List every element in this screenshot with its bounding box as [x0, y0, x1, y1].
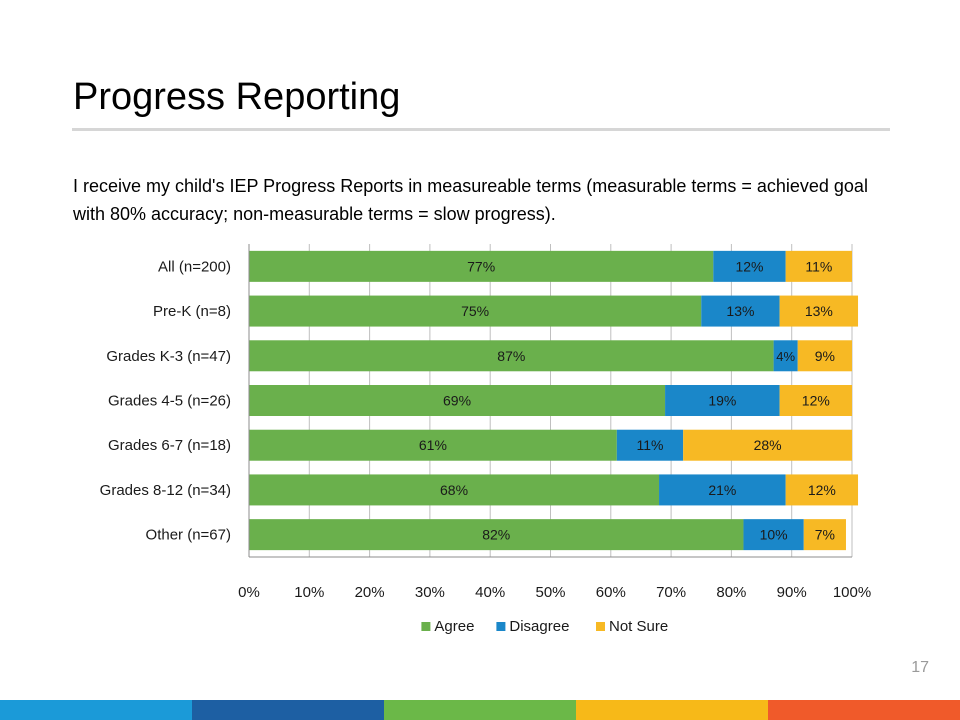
data-label: 11%	[637, 437, 664, 453]
data-label: 9%	[815, 348, 835, 364]
data-label: 82%	[482, 527, 510, 543]
bar-not-sure-2	[797, 340, 852, 372]
data-label: 68%	[440, 482, 468, 498]
data-label: 12%	[808, 482, 836, 498]
bar-not-sure-3	[779, 385, 852, 416]
bar-disagree-0	[713, 250, 786, 282]
legend-label: Not Sure	[609, 618, 668, 635]
data-label: 75%	[461, 303, 489, 319]
footer-segment-2	[384, 700, 576, 720]
x-tick-label: 90%	[777, 584, 807, 601]
category-label: Other (n=67)	[146, 527, 231, 544]
x-tick-label: 30%	[415, 584, 445, 601]
bar-not-sure-4	[683, 429, 852, 461]
footer-segment-0	[0, 700, 192, 720]
data-label: 28%	[754, 437, 782, 453]
category-label: Grades 8-12 (n=34)	[100, 482, 231, 499]
bar-not-sure-1	[779, 295, 859, 327]
legend-label: Disagree	[509, 618, 569, 635]
bar-not-sure-6	[803, 519, 846, 551]
x-tick-label: 10%	[294, 584, 324, 601]
data-label: 12%	[735, 258, 763, 274]
category-label: Pre-K (n=8)	[153, 303, 231, 320]
data-label: 61%	[419, 437, 447, 453]
data-label: 10%	[760, 527, 788, 543]
data-label: 19%	[708, 393, 736, 409]
title-divider	[72, 128, 890, 131]
x-tick-label: 60%	[596, 584, 626, 601]
data-label: 69%	[443, 393, 471, 409]
footer-segment-1	[192, 700, 384, 720]
data-label: 21%	[708, 482, 736, 498]
legend-swatch-0	[421, 622, 431, 631]
bar-agree-0	[249, 250, 714, 282]
bar-not-sure-5	[785, 474, 859, 506]
bar-disagree-6	[743, 519, 804, 551]
bar-agree-3	[249, 385, 666, 416]
category-label: All (n=200)	[158, 258, 231, 275]
x-tick-label: 0%	[238, 584, 260, 601]
footer-segment-3	[576, 700, 768, 720]
bar-agree-1	[249, 295, 702, 327]
x-tick-label: 20%	[355, 584, 385, 601]
bar-disagree-3	[665, 385, 780, 416]
bar-agree-6	[249, 519, 744, 551]
x-tick-label: 70%	[656, 584, 686, 601]
legend-swatch-1	[496, 622, 506, 631]
bar-agree-5	[249, 474, 660, 506]
slide-title: Progress Reporting	[73, 76, 401, 118]
legend-label: Agree	[434, 618, 474, 635]
bar-agree-4	[249, 429, 617, 461]
x-tick-label: 100%	[833, 584, 871, 601]
bar-agree-2	[249, 340, 774, 372]
bar-not-sure-0	[785, 250, 852, 282]
bar-disagree-1	[701, 295, 780, 327]
x-tick-label: 40%	[475, 584, 505, 601]
page-number: 17	[911, 659, 929, 676]
data-label: 12%	[802, 393, 830, 409]
data-label: 13%	[805, 303, 833, 319]
bar-disagree-2	[773, 340, 798, 372]
data-label: 77%	[467, 258, 495, 274]
bar-disagree-4	[616, 429, 684, 461]
x-tick-label: 80%	[716, 584, 746, 601]
footer-color-bar	[0, 700, 960, 720]
footer-segment-4	[768, 700, 960, 720]
category-label: Grades K-3 (n=47)	[106, 348, 231, 365]
category-label: Grades 6-7 (n=18)	[108, 437, 231, 454]
category-label: Grades 4-5 (n=26)	[108, 393, 231, 410]
x-tick-label: 50%	[535, 584, 565, 601]
data-label: 11%	[805, 258, 832, 274]
data-label: 4%	[776, 349, 795, 364]
stacked-bar-chart: 77% 12% 11% All (n=200) 75% 13% 13% Pre-K (n=8)…	[100, 244, 871, 635]
slide-subtitle: I receive my child's IEP Progress Report…	[73, 176, 868, 224]
bar-disagree-5	[659, 474, 786, 506]
legend-swatch-2	[596, 622, 605, 631]
data-label: 13%	[726, 303, 754, 319]
data-label: 7%	[815, 527, 835, 543]
data-label: 87%	[497, 348, 525, 364]
